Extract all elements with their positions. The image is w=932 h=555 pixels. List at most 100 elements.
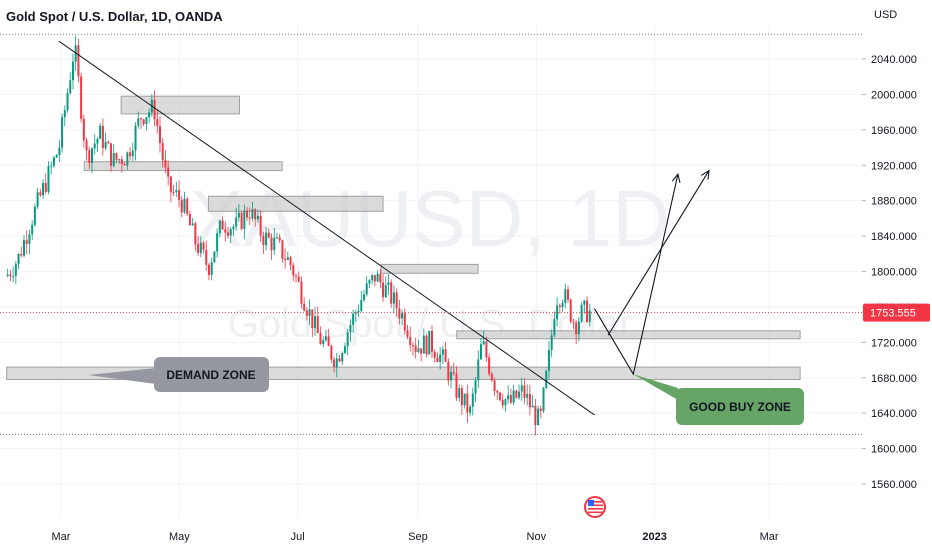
candle-body: [395, 292, 398, 309]
y-tick-label: 1640.000: [871, 408, 917, 420]
candle-body: [349, 324, 352, 333]
candle-body: [479, 344, 482, 360]
candle-body: [93, 143, 96, 149]
resistance-zone-box: [83, 161, 283, 172]
candle-body: [246, 210, 249, 218]
candle-body: [216, 233, 219, 252]
candle-body: [169, 176, 172, 192]
candle-body: [273, 237, 276, 251]
candle-body: [96, 138, 99, 144]
candle-body: [248, 217, 251, 219]
candle-body: [256, 215, 259, 220]
candle-body: [458, 388, 461, 398]
candle-body: [235, 217, 238, 227]
candle-body: [205, 249, 208, 265]
candle-body: [180, 199, 183, 213]
candle-body: [485, 341, 488, 358]
candle-body: [577, 321, 580, 335]
candle-body: [547, 349, 550, 371]
candle-body: [550, 335, 553, 350]
candle-body: [343, 346, 346, 353]
candle-body: [330, 345, 333, 360]
candle-body: [390, 282, 393, 304]
candle-body: [365, 283, 368, 295]
candle-body: [88, 150, 91, 163]
candle-body: [444, 349, 447, 362]
candle-body: [572, 321, 575, 323]
candle-body: [172, 191, 175, 193]
y-tick-label: 1680.000: [871, 373, 917, 385]
candle-body: [439, 354, 442, 362]
candle-body: [210, 262, 213, 275]
candle-body: [433, 351, 436, 358]
candle-body: [305, 310, 308, 316]
y-tick-label: 1920.000: [871, 160, 917, 172]
candle-body: [42, 183, 45, 196]
candle-body: [33, 206, 36, 225]
buy-zone-label-bg: [676, 388, 804, 425]
candle-body: [74, 45, 77, 62]
candle-body: [199, 242, 202, 253]
symbol-title: Gold Spot / U.S. Dollar, 1D, OANDA: [6, 9, 223, 24]
candle-body: [311, 309, 314, 329]
candle-body: [292, 265, 295, 276]
flag-icon-stripe: [588, 501, 603, 503]
candle-body: [368, 280, 371, 284]
candle-body: [145, 117, 148, 125]
candle-body: [82, 118, 85, 141]
candle-body: [411, 344, 414, 346]
candle-body: [31, 224, 34, 235]
candle-body: [202, 242, 205, 250]
y-tick-label: 1600.000: [871, 444, 917, 456]
candle-body: [588, 310, 591, 322]
candle-body: [436, 357, 439, 362]
candle-body: [25, 240, 28, 244]
candle-body: [229, 229, 232, 236]
candle-body: [44, 183, 47, 192]
candle-body: [523, 385, 526, 398]
watermark-symbol: XAUUSD, 1D: [190, 174, 670, 263]
candle-body: [575, 322, 578, 335]
candle-body: [240, 212, 243, 229]
candle-body: [218, 220, 221, 234]
candle-body: [471, 393, 474, 407]
candle-body: [564, 289, 567, 303]
candle-body: [303, 303, 306, 311]
x-tick-label: Sep: [408, 531, 428, 543]
candle-body: [406, 330, 409, 337]
projection-arrowhead-2: [701, 169, 710, 180]
candle-body: [354, 312, 357, 314]
candle-body: [520, 385, 523, 392]
candle-body: [183, 198, 186, 213]
candle-body: [324, 336, 327, 341]
candle-body: [556, 305, 559, 320]
candle-body: [338, 358, 341, 362]
candle-body: [482, 341, 485, 345]
candle-body: [363, 294, 365, 300]
candle-body: [28, 234, 31, 244]
flag-icon-stripe: [588, 504, 603, 507]
candle-body: [36, 192, 39, 207]
candle-body: [460, 388, 463, 406]
candle-body: [384, 284, 387, 298]
candle-body: [259, 215, 262, 236]
candle-body: [237, 212, 240, 218]
x-tick-label: Mar: [760, 531, 779, 543]
candle-body: [175, 190, 178, 192]
candle-body: [262, 235, 265, 246]
candle-body: [379, 273, 382, 283]
candle-body: [118, 159, 121, 161]
candle-body: [387, 282, 390, 285]
candle-body: [346, 332, 349, 347]
candle-body: [534, 405, 537, 426]
candle-body: [85, 140, 88, 151]
candle-body: [243, 210, 246, 229]
candle-body: [275, 237, 278, 239]
candle-body: [493, 380, 496, 392]
resistance-zone-box: [380, 263, 479, 274]
candle-body: [197, 244, 200, 253]
projection-path-2: [607, 170, 710, 336]
candle-body: [120, 159, 123, 165]
